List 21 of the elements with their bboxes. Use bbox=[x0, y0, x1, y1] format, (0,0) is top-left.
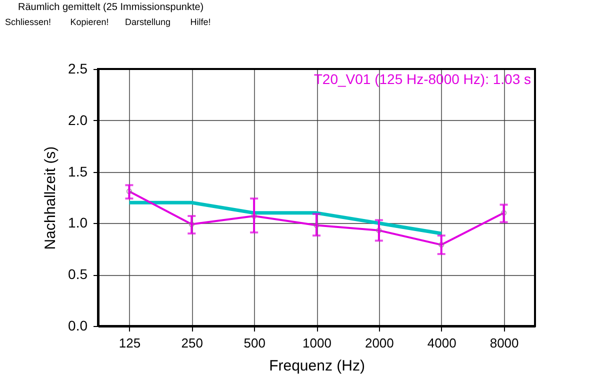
x-tick-label: 125 bbox=[118, 336, 141, 350]
text: Darstellung bbox=[125, 17, 171, 27]
x-tick-label: 250 bbox=[181, 336, 203, 350]
x-tick-label: 500 bbox=[244, 336, 266, 350]
line-series bbox=[127, 200, 444, 236]
x-tick-label: 2000 bbox=[364, 336, 394, 350]
text: Schliessen! bbox=[5, 17, 52, 27]
x-tick-label: 8000 bbox=[490, 336, 519, 350]
x-axis-title: Frequenz (Hz) bbox=[269, 358, 365, 374]
y-tick-label: 0.0 bbox=[68, 318, 88, 334]
y-tick-label: 2.0 bbox=[68, 112, 88, 128]
text: Kopieren! bbox=[70, 17, 109, 27]
x-tick-label: 1000 bbox=[302, 336, 332, 350]
x-tick-label: 4000 bbox=[427, 336, 456, 350]
y-axis-title: Nachhallzeit (s) bbox=[42, 146, 60, 250]
chart-title: Räumlich gemittelt (25 Immissionspunkte) bbox=[18, 2, 204, 13]
text: Hilfe! bbox=[190, 17, 211, 27]
y-tick-label: 1.0 bbox=[68, 214, 88, 231]
y-tick-label: 1.5 bbox=[68, 163, 88, 180]
y-tick-label: 2.5 bbox=[68, 60, 88, 76]
y-tick-label: 0.5 bbox=[68, 266, 88, 282]
